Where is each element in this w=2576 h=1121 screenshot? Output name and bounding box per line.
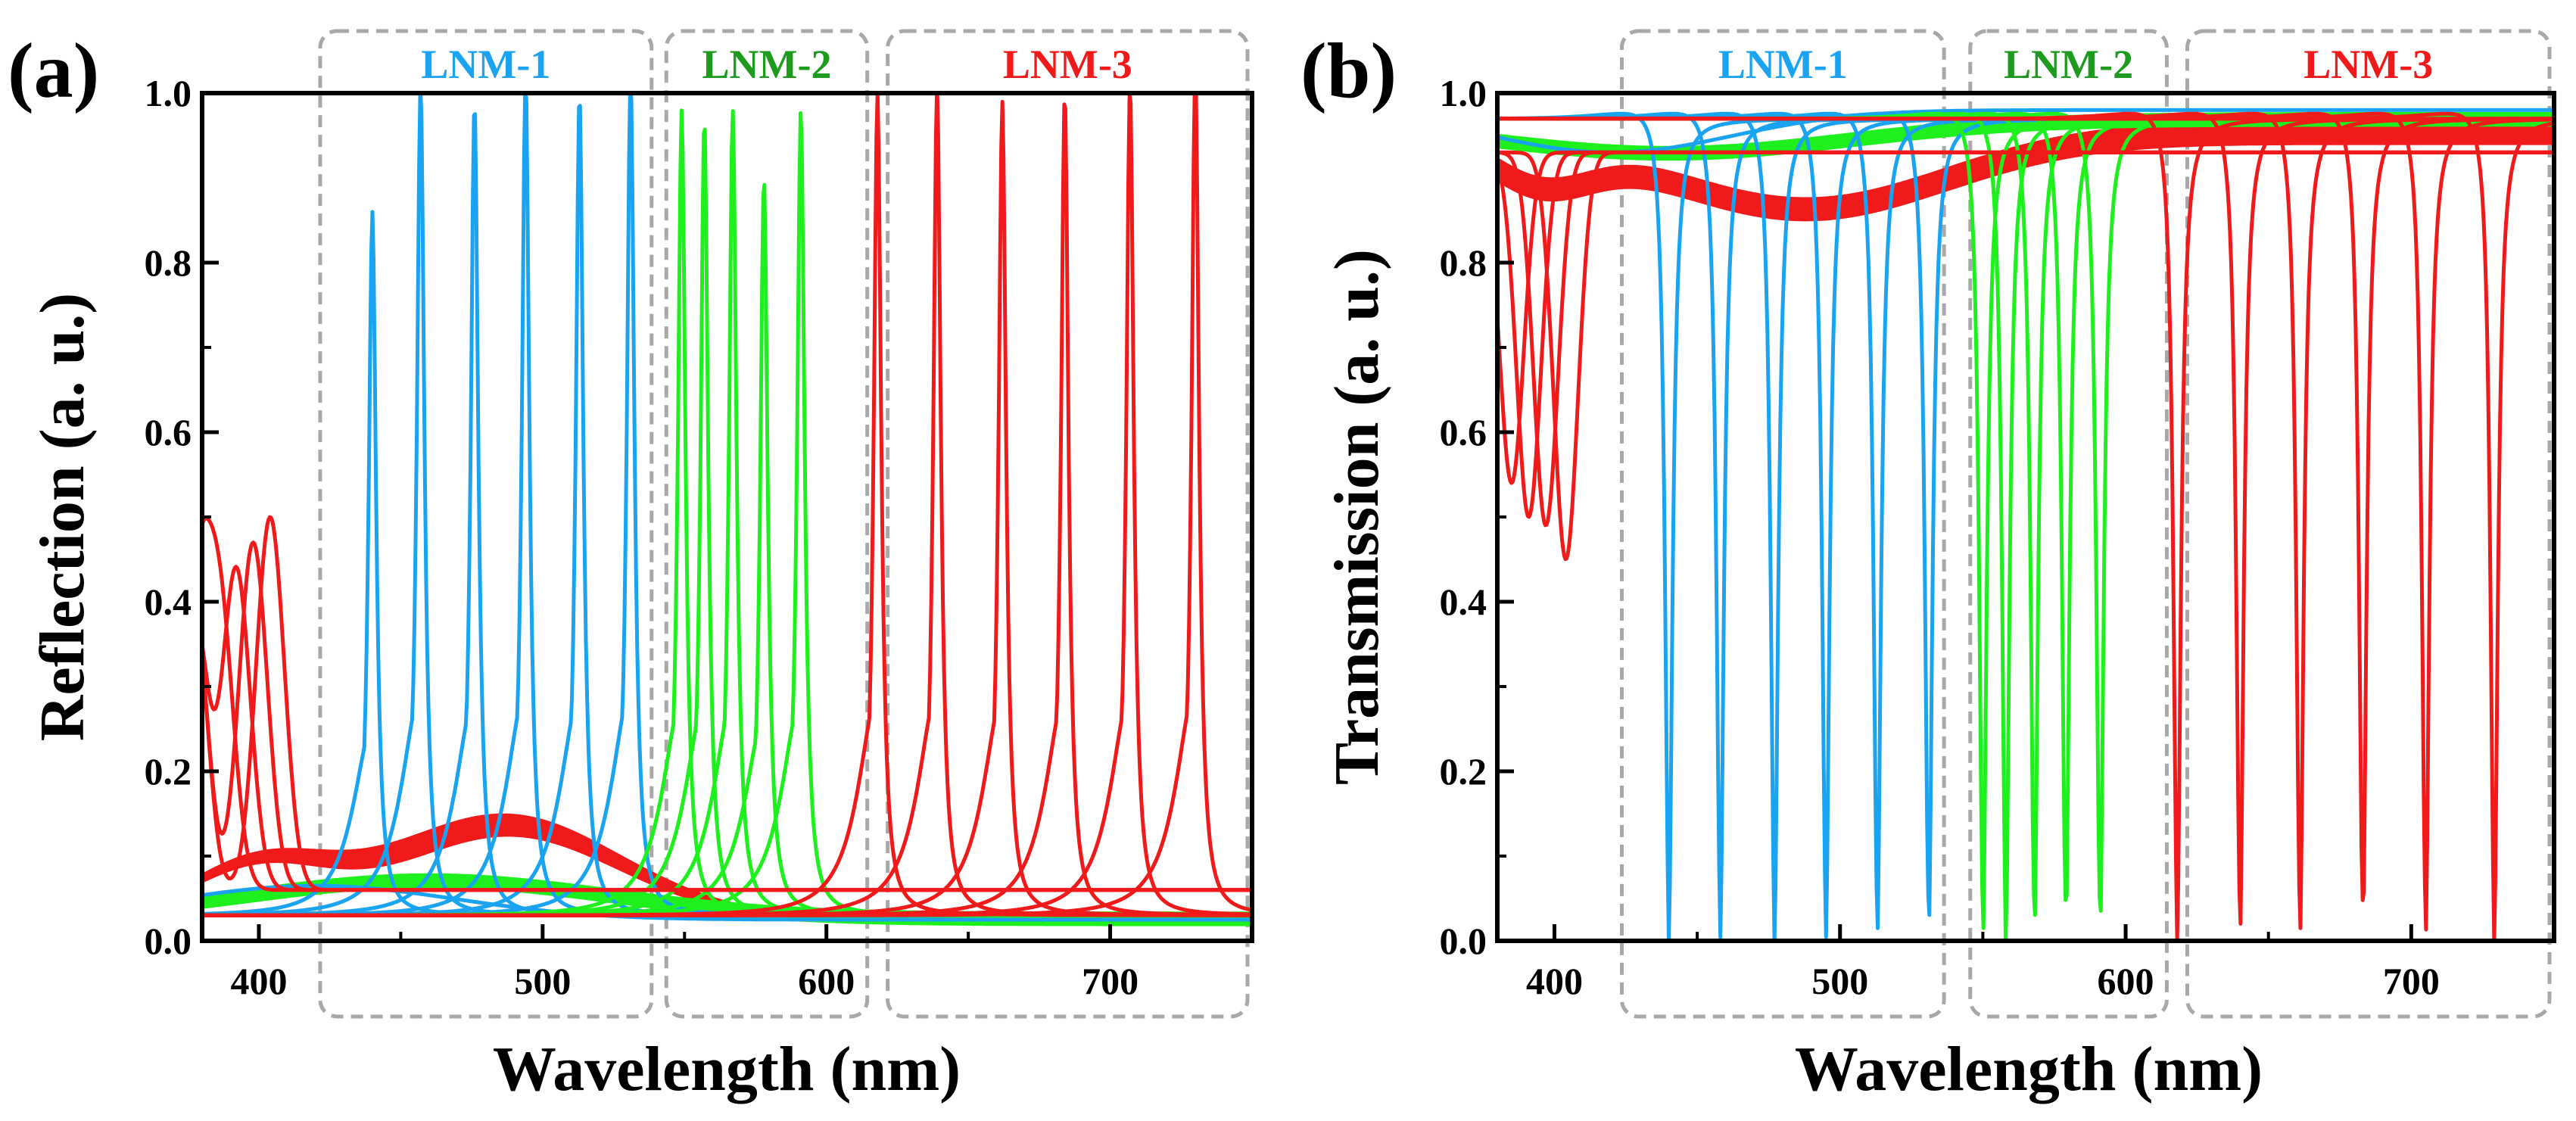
resonance-dip-lnm-3 [1497, 111, 2554, 941]
x-tick-label: 600 [798, 960, 855, 1002]
x-tick-label: 400 [1526, 960, 1583, 1002]
region-label-lnm-2: LNM-2 [2004, 42, 2133, 87]
x-tick-label: 400 [230, 960, 287, 1002]
region-boxes-a: LNM-1 LNM-2 LNM-3 [318, 29, 1250, 1019]
region-box-lnm-3 [2185, 29, 2552, 1019]
region-label-lnm-1: LNM-1 [421, 42, 550, 87]
y-axis-title-a: Reflection (a. u.) [27, 293, 98, 742]
background-curve [1497, 107, 2554, 154]
y-tick-label: 0.6 [1440, 411, 1487, 453]
panel-label-b: (b) [1300, 27, 1397, 114]
y-tick-label: 0.0 [1440, 920, 1487, 962]
y-tick-label: 0.8 [1440, 241, 1487, 284]
x-tick-label: 700 [1082, 960, 1138, 1002]
x-tick-label: 500 [1811, 960, 1868, 1002]
resonance-dip-lnm-2 [1497, 111, 2554, 917]
curves-b [1497, 107, 2554, 941]
region-box-lnm-3 [886, 29, 1250, 1019]
plot-area-a [202, 93, 1252, 926]
region-label-lnm-3: LNM-3 [2303, 42, 2433, 87]
region-label-lnm-1: LNM-1 [1718, 42, 1848, 87]
x-tick-label: 600 [2098, 960, 2154, 1002]
region-box-lnm-1 [1619, 29, 1946, 1019]
ticks-b: 0.0 0.2 0.4 0.6 0.8 1.0 400 500 600 700 [1440, 72, 2440, 1002]
resonance-peak-lnm-2 [202, 109, 1252, 917]
y-tick-label: 0.2 [1440, 750, 1487, 792]
x-axis-title-a: Wavelength (nm) [493, 1034, 961, 1104]
uv-peak [202, 515, 1252, 892]
panel-b-transmission: (b) LNM-1 LNM-2 LNM-3 0.0 0.2 0.4 0.6 0.8 1.0 40… [1300, 27, 2556, 1104]
y-tick-label: 0.4 [145, 581, 192, 623]
panel-a-reflection: (a) LNM-1 LNM-2 LNM-3 0.0 0.2 0.4 0.6 0.8 1.0 40… [8, 27, 1254, 1104]
y-tick-label: 0.6 [145, 411, 192, 453]
ticks-a: 0.0 0.2 0.4 0.6 0.8 1.0 400 500 600 700 [145, 72, 1139, 1002]
y-tick-label: 0.8 [145, 241, 192, 284]
region-label-lnm-2: LNM-2 [702, 42, 831, 87]
x-tick-label: 500 [514, 960, 571, 1002]
y-tick-label: 1.0 [1440, 72, 1487, 114]
panel-label-a: (a) [8, 27, 99, 114]
region-label-lnm-3: LNM-3 [1003, 42, 1132, 87]
region-boxes-b: LNM-1 LNM-2 LNM-3 [1619, 29, 2552, 1019]
resonance-peak-lnm-3 [202, 93, 1252, 917]
region-box-lnm-1 [318, 29, 654, 1019]
uv-dip [1497, 150, 2554, 562]
plot-area-b [1497, 107, 2554, 941]
curves-a [202, 93, 1252, 926]
y-tick-label: 0.4 [1440, 581, 1487, 623]
y-tick-label: 0.2 [145, 750, 192, 792]
region-box-lnm-2 [664, 29, 870, 1019]
x-tick-label: 700 [2383, 960, 2440, 1002]
region-box-lnm-2 [1968, 29, 2169, 1019]
y-tick-label: 1.0 [145, 72, 192, 114]
y-axis-title-b: Transmission (a. u.) [1322, 249, 1392, 785]
y-tick-label: 0.0 [145, 920, 192, 962]
x-axis-title-b: Wavelength (nm) [1795, 1034, 2263, 1104]
